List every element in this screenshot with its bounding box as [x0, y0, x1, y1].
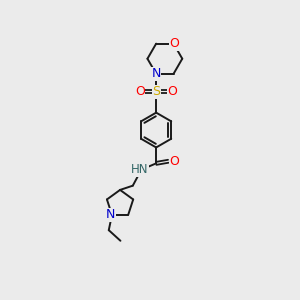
Text: HN: HN: [131, 163, 148, 176]
Text: O: O: [170, 37, 180, 50]
Text: S: S: [152, 85, 160, 98]
Text: O: O: [135, 85, 145, 98]
Text: O: O: [168, 85, 177, 98]
Text: O: O: [169, 155, 179, 168]
Text: N: N: [106, 208, 116, 221]
Text: N: N: [152, 67, 161, 80]
